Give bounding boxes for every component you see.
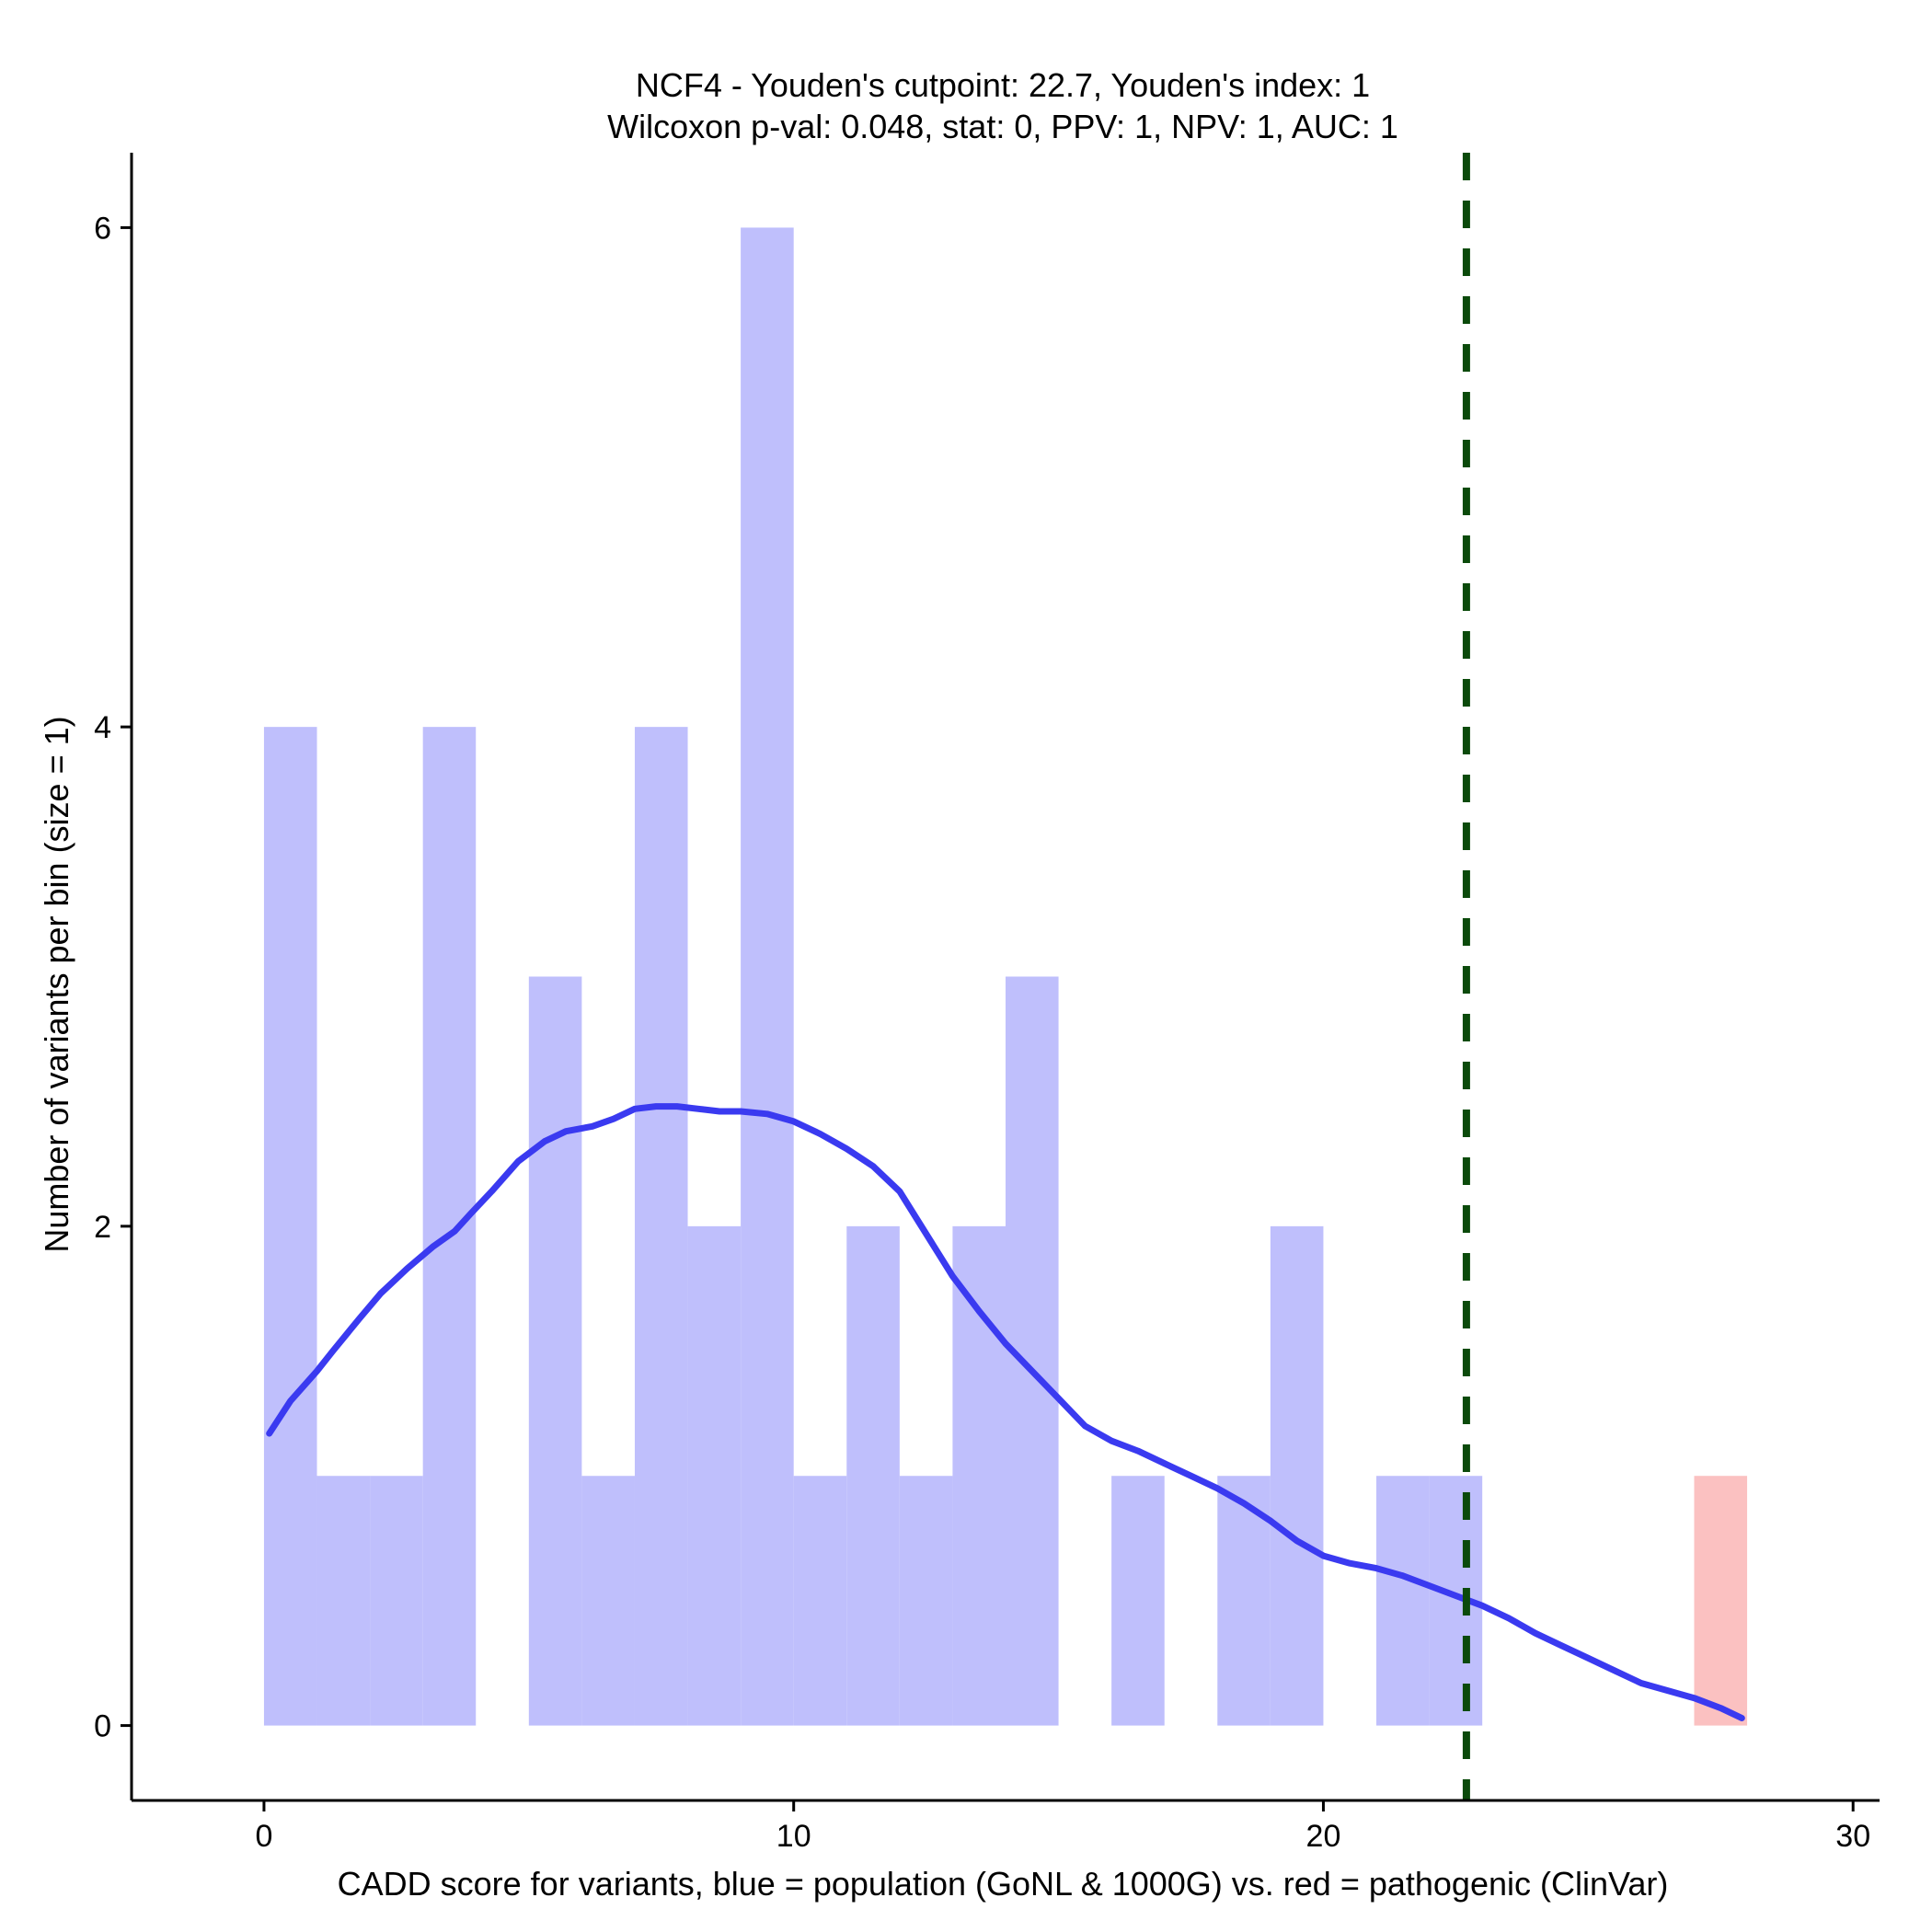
x-axis-ticks: 0 10 20 30 <box>255 1800 1870 1854</box>
population-bar <box>422 727 477 1726</box>
y-tick-label: 0 <box>94 1709 111 1744</box>
chart-title-line1: NCF4 - Youden's cutpoint: 22.7, Youden's… <box>636 66 1370 104</box>
population-bar <box>687 1225 742 1726</box>
population-bar <box>846 1225 900 1726</box>
x-axis-title: CADD score for variants, blue = populati… <box>338 1865 1669 1903</box>
x-tick-label: 30 <box>1835 1819 1870 1854</box>
pathogenic-bar <box>1694 1476 1748 1726</box>
x-tick-label: 10 <box>776 1819 811 1854</box>
population-bar <box>952 1225 1006 1726</box>
population-bar <box>793 1476 847 1726</box>
y-tick-label: 4 <box>94 710 111 745</box>
y-axis-ticks: 0 2 4 6 <box>94 211 132 1744</box>
population-bar <box>1376 1476 1430 1726</box>
population-bar <box>581 1476 635 1726</box>
pathogenic-bars <box>1694 1476 1748 1726</box>
y-tick-label: 2 <box>94 1210 111 1245</box>
density-curve <box>266 1103 1745 1721</box>
population-bar <box>263 727 317 1726</box>
population-bar <box>1111 1476 1165 1726</box>
population-bar <box>634 727 688 1726</box>
population-bar <box>316 1476 371 1726</box>
population-bar <box>741 227 794 1726</box>
population-bar <box>1270 1225 1324 1726</box>
y-tick-label: 6 <box>94 211 111 246</box>
chart-title-line2: Wilcoxon p-val: 0.048, stat: 0, PPV: 1, … <box>607 108 1398 145</box>
x-tick-label: 0 <box>255 1819 272 1854</box>
x-tick-label: 20 <box>1306 1819 1341 1854</box>
population-bars <box>263 227 1483 1726</box>
population-bar <box>370 1476 423 1726</box>
population-bar <box>528 976 582 1726</box>
population-bar <box>899 1476 953 1726</box>
y-axis-title: Number of variants per bin (size = 1) <box>38 716 75 1252</box>
